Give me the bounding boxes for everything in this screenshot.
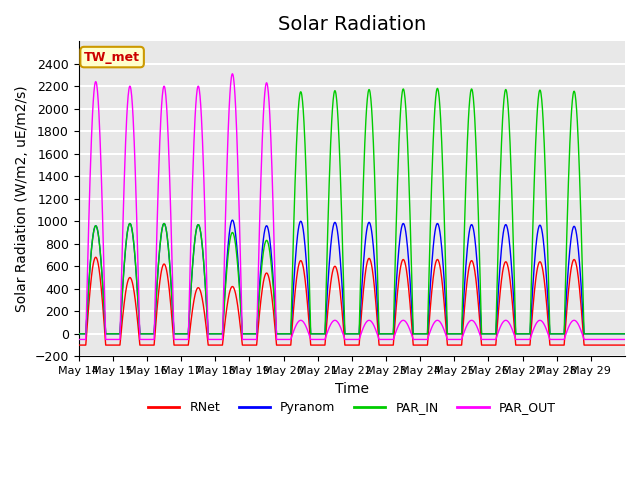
Text: TW_met: TW_met <box>84 50 140 63</box>
Title: Solar Radiation: Solar Radiation <box>278 15 426 34</box>
Legend: RNet, Pyranom, PAR_IN, PAR_OUT: RNet, Pyranom, PAR_IN, PAR_OUT <box>143 396 561 420</box>
Y-axis label: Solar Radiation (W/m2, uE/m2/s): Solar Radiation (W/m2, uE/m2/s) <box>15 85 29 312</box>
X-axis label: Time: Time <box>335 382 369 396</box>
